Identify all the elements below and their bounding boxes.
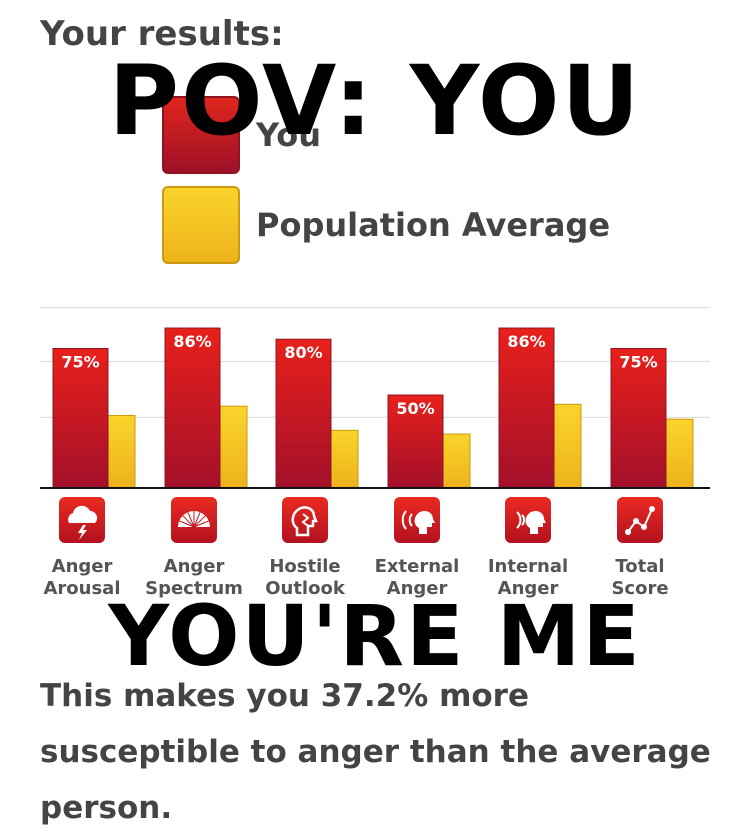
legend-swatch-you [162, 96, 240, 174]
legend-item-you: You [162, 96, 321, 174]
bar-average [107, 414, 136, 489]
results-heading: Your results: [40, 14, 284, 54]
graph-line-glyph [627, 508, 653, 533]
head-glyph [525, 510, 546, 534]
category-label: Total [615, 556, 664, 577]
fan-ray [193, 515, 206, 528]
bar-average [665, 418, 694, 489]
fan-ray [182, 515, 195, 528]
graph-point-glyph [625, 529, 631, 535]
wave-glyph [521, 514, 526, 526]
category-label: Outlook [265, 578, 346, 599]
graph-point-glyph [641, 524, 647, 530]
lightning-glyph [78, 525, 87, 540]
bar-average [553, 403, 582, 489]
legend-label-you: You [256, 116, 321, 154]
bar-value-label: 50% [396, 399, 434, 418]
bar-you [498, 327, 555, 489]
cloud-glyph [68, 505, 98, 523]
bar-you [164, 327, 221, 489]
wave-glyph [408, 513, 413, 527]
category-label: Spectrum [145, 578, 243, 599]
category-label: Anger [164, 556, 225, 577]
bar-value-label: 75% [619, 353, 657, 372]
bar-average [442, 433, 471, 489]
score-graph-icon [617, 497, 663, 543]
bar-you [387, 394, 444, 489]
category-label: Arousal [43, 578, 120, 599]
bar-value-label: 86% [173, 332, 211, 351]
meme-caption-bottom: YOU'RE ME [108, 587, 642, 685]
fan-ray [179, 520, 195, 528]
bar-value-label: 75% [61, 353, 99, 372]
fan-ray [187, 512, 195, 528]
graph-point-glyph [649, 506, 655, 512]
bar-average [330, 429, 359, 489]
category-label: Score [611, 578, 668, 599]
head-outline-glyph [291, 506, 318, 537]
bar-value-label: 86% [507, 332, 545, 351]
category-label: Anger [52, 556, 113, 577]
legend-label-average: Population Average [256, 206, 611, 244]
legend-swatch-average [162, 186, 240, 264]
bar-you [610, 348, 667, 489]
category-label: Hostile [269, 556, 340, 577]
wave-glyph [516, 511, 522, 529]
graph-point-glyph [633, 518, 639, 524]
head-glyph [414, 510, 435, 534]
fan-ray [193, 512, 201, 528]
bar-average [219, 405, 248, 489]
category-label: Internal [488, 556, 568, 577]
summary-text: This makes you 37.2% more susceptible to… [40, 678, 711, 826]
category-label: External [375, 556, 460, 577]
results-bar-chart: 75%AngerArousal86%AngerSpectrum80%Hostil… [40, 306, 710, 599]
bar-value-label: 80% [284, 343, 322, 362]
meme-caption-top: POV: YOU [108, 45, 642, 157]
category-label: Anger [387, 578, 448, 599]
category-label: Anger [498, 578, 559, 599]
wave-glyph [401, 510, 407, 530]
legend-item-average: Population Average [162, 186, 610, 264]
fan-ray [193, 520, 209, 528]
zigzag-glyph [301, 513, 310, 527]
